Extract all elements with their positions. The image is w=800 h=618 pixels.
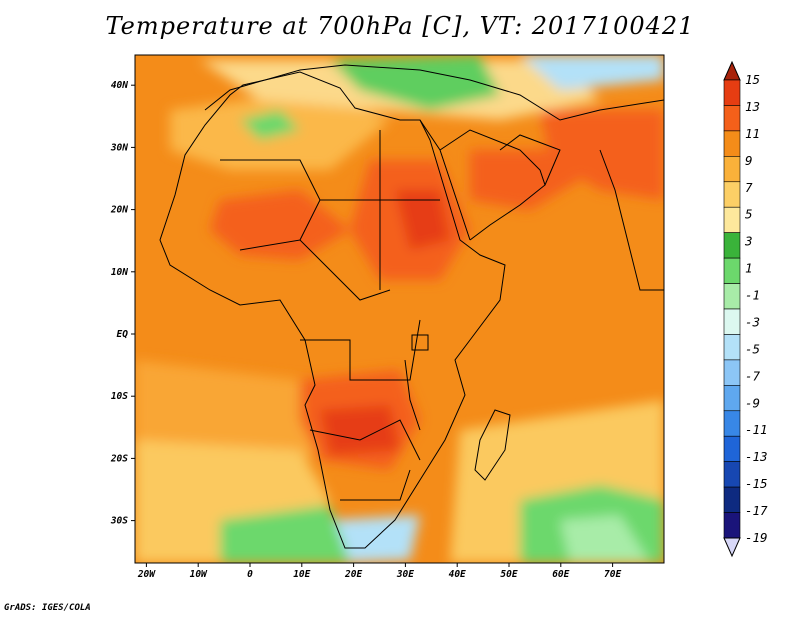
south-green-left (220, 505, 350, 563)
temperature-field (135, 55, 664, 563)
lat-tick-label: 20S (110, 453, 128, 464)
colorbar-swatch (723, 181, 741, 208)
arabia-coastline (439, 129, 546, 241)
colorbar-label: 7 (745, 180, 753, 195)
colorbar-label: 5 (745, 207, 753, 222)
colorbar-swatch (723, 206, 741, 233)
lon-tick-label: 20W (137, 569, 156, 580)
colorbar-label: 15 (745, 72, 760, 87)
colorbar-top-arrow (723, 60, 741, 81)
colorbar-swatch (723, 130, 741, 157)
madagascar (474, 409, 511, 481)
colorbar-swatch (723, 79, 741, 106)
colorbar-swatch (723, 105, 741, 132)
colorbar-label: -7 (745, 368, 761, 383)
south-right-light (560, 515, 650, 563)
lat-tick-label: 10N (111, 267, 128, 278)
colorbar-label: -1 (745, 288, 760, 303)
lat-tick-label: EQ (117, 329, 129, 340)
colorbar-swatch (723, 283, 741, 310)
lat-tick-label: 30S (110, 516, 128, 527)
map-frame (134, 54, 665, 564)
colorbar-swatch (723, 512, 741, 539)
lon-tick-label: 60E (552, 569, 569, 580)
persian-gulf (499, 134, 561, 186)
border-e (300, 319, 421, 381)
lake-victoria (411, 334, 429, 351)
border-c (370, 130, 440, 201)
colorbar-label: 3 (744, 234, 753, 249)
colorbar-swatch (723, 435, 741, 462)
colorbar-swatch (723, 385, 741, 412)
lon-tick-label: 40E (449, 569, 466, 580)
lon-tick-label: 70E (604, 569, 621, 580)
lat-tick-label: 20N (110, 205, 128, 216)
border-a (220, 159, 321, 241)
lon-tick-label: 50E (500, 569, 517, 580)
colorbar-label: -15 (745, 476, 768, 491)
colorbar-label: -3 (745, 314, 760, 329)
colorbar-swatch (723, 359, 741, 386)
colorbar-label: 9 (745, 153, 753, 168)
arabia-hot (470, 150, 580, 210)
north-east-blue (520, 55, 664, 90)
mediterranean-north (204, 64, 664, 121)
colorbar: 15 13 11 9 7 5 3 1 -1 -3 -5 -7 -9 -11 -13 -15 -17 -19 (723, 60, 768, 558)
lat-tick-label: 10S (111, 391, 128, 402)
border-f (309, 419, 421, 461)
colorbar-swatch (723, 486, 741, 513)
colorbar-label: -5 (745, 341, 760, 356)
map-outlines (159, 64, 664, 549)
lat-tick-label: 40N (111, 80, 128, 91)
africa-coastline (159, 71, 506, 549)
colorbar-swatch (723, 257, 741, 284)
lon-tick-label: 30E (396, 569, 414, 580)
lon-tick-label: 0 (247, 569, 253, 580)
colorbar-swatch (723, 410, 741, 437)
colorbar-label: -11 (745, 422, 768, 437)
colorbar-label: -9 (745, 395, 760, 410)
border-d (239, 239, 391, 301)
border-g (340, 469, 411, 501)
grads-credit: GrADS: IGES/COLA (4, 603, 91, 613)
colorbar-swatch (723, 334, 741, 361)
atlas-green (240, 110, 300, 140)
longitude-tick-labels: 20W 10W 0 10E 20E 30E 40E 50E 60E 70E (137, 563, 621, 580)
colorbar-label: 11 (745, 126, 760, 141)
colorbar-label: 1 (745, 261, 753, 276)
figure-title: Temperature at 700hPa [C], VT: 201710042… (105, 12, 695, 40)
colorbar-label: -19 (745, 530, 768, 545)
colorbar-swatch (723, 308, 741, 335)
colorbar-label: -13 (745, 449, 768, 464)
sudan-core (395, 190, 450, 250)
med-green (330, 55, 500, 110)
colorbar-label: 13 (745, 99, 760, 114)
colorbar-swatch (723, 156, 741, 183)
lon-tick-label: 20E (344, 569, 362, 580)
colorbar-bottom-arrow (723, 537, 741, 558)
lat-tick-label: 30N (110, 142, 128, 153)
colorbar-swatch (723, 232, 741, 259)
sahel-hot (210, 190, 350, 260)
zambia-core (320, 405, 400, 455)
lon-tick-label: 10E (293, 569, 310, 580)
rift-lakes (404, 359, 421, 431)
india-coast (599, 149, 664, 291)
colorbar-label: -17 (745, 503, 768, 518)
latitude-tick-labels: 40N 30N 20N 10N EQ 10S 20S 30S (110, 80, 135, 527)
lon-tick-label: 10W (190, 569, 208, 580)
colorbar-swatch (723, 461, 741, 488)
